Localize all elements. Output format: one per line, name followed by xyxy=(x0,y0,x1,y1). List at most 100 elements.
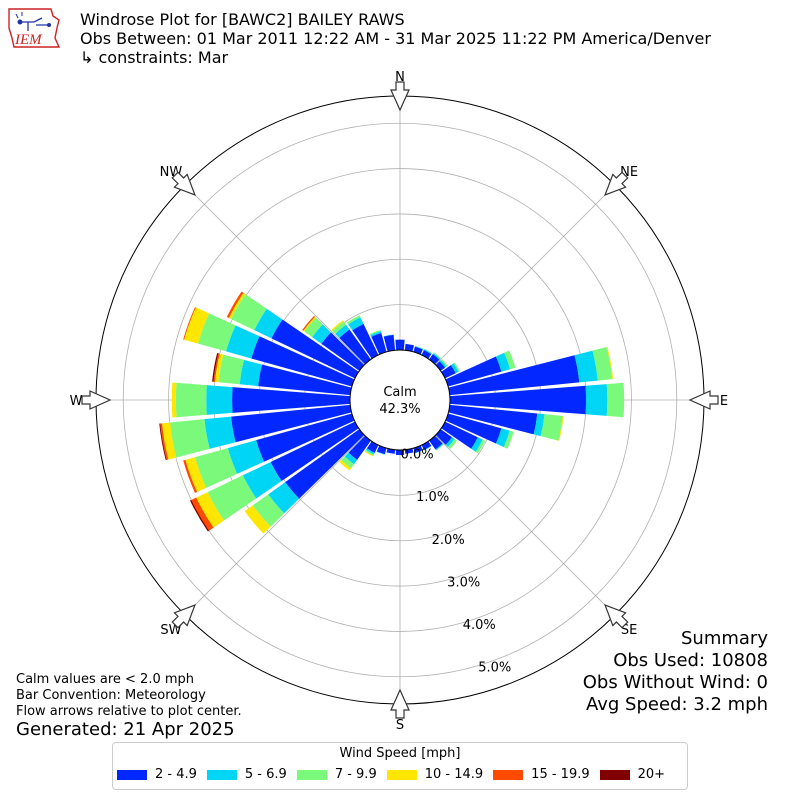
flow-note: Flow arrows relative to plot center. xyxy=(16,704,242,719)
rose-bar-280-bin4 xyxy=(214,353,224,383)
legend-swatch xyxy=(493,769,524,780)
rose-bar-350-bin1 xyxy=(383,334,396,352)
rose-bar-120-bin2 xyxy=(471,437,483,452)
rose-bar-350-bin2 xyxy=(383,334,394,337)
rose-bar-240-bin6 xyxy=(190,499,210,532)
rose-bar-250-bin3 xyxy=(195,448,238,488)
direction-label-se: SE xyxy=(621,623,637,638)
rose-bar-0-bin1 xyxy=(395,339,405,351)
rose-bar-260-bin2 xyxy=(204,416,236,449)
direction-label-e: E xyxy=(720,394,728,409)
rose-bar-230-bin3 xyxy=(252,494,285,527)
rose-bar-230-bin2 xyxy=(268,482,300,514)
rose-bar-280-bin2 xyxy=(239,359,262,387)
legend-swatch xyxy=(599,769,630,780)
rose-bar-180-bin1 xyxy=(395,449,405,455)
rose-bar-90-bin2 xyxy=(585,384,608,416)
logo-text: IEM xyxy=(14,32,43,48)
radial-tick-label: 5.0% xyxy=(478,661,511,676)
rose-bar-240-bin4 xyxy=(196,492,225,528)
rose-bar-340-bin1 xyxy=(371,333,387,355)
legend-swatch xyxy=(296,769,327,780)
rose-bar-290-bin3 xyxy=(198,313,236,352)
rose-bar-230-bin4 xyxy=(244,505,271,534)
legend: Wind Speed [mph] 2 - 4.9 5 - 6.9 7 - 9.9… xyxy=(112,742,688,790)
rose-bar-300-bin4 xyxy=(228,292,246,320)
rose-bar-340-bin3 xyxy=(369,329,381,336)
rose-bar-260-bin5 xyxy=(160,423,169,460)
legend-label: 7 - 9.9 xyxy=(334,767,377,782)
grid-spoke xyxy=(435,184,616,365)
rose-bar-20-bin2 xyxy=(414,346,424,350)
rose-bar-10-bin1 xyxy=(404,343,415,352)
summary-obs-used: Obs Used: 10808 xyxy=(613,650,768,671)
rose-bar-270-bin4 xyxy=(171,382,177,418)
rose-bar-250-bin5 xyxy=(183,459,198,493)
notes: Calm values are < 2.0 mph Bar Convention… xyxy=(16,672,242,720)
rose-bar-150-bin2 xyxy=(423,445,432,451)
rose-bar-160-bin2 xyxy=(414,450,423,454)
rose-bar-220-bin2 xyxy=(344,452,358,465)
rose-bar-210-bin4 xyxy=(364,450,374,457)
calm-label: Calm xyxy=(383,385,416,400)
rose-bar-300-bin5 xyxy=(226,291,244,319)
rose-bar-330-bin3 xyxy=(346,315,361,325)
rose-bar-50-bin1 xyxy=(435,361,446,371)
rose-bar-280-bin6 xyxy=(212,353,219,382)
rose-bar-30-bin3 xyxy=(424,348,433,354)
rose-bar-320-bin1 xyxy=(339,329,371,365)
direction-label-n: N xyxy=(395,70,405,85)
rose-bar-320-bin2 xyxy=(335,324,350,339)
rose-bar-250-bin2 xyxy=(227,440,265,474)
rose-bar-110-bin1 xyxy=(445,413,502,444)
summary-box: Summary Obs Used: 10808 Obs Without Wind… xyxy=(583,628,768,716)
rose-bar-30-bin2 xyxy=(423,349,432,355)
header: Windrose Plot for [BAWC2] BAILEY RAWS Ob… xyxy=(80,10,711,67)
legend-item: 10 - 14.9 xyxy=(386,767,483,782)
rose-bar-310-bin5 xyxy=(302,315,316,331)
rose-bar-320-bin4 xyxy=(331,320,344,331)
flow-arrow-e xyxy=(688,390,719,410)
rose-bar-140-bin3 xyxy=(435,444,444,451)
rose-bar-310-bin4 xyxy=(303,316,316,332)
rose-bar-240-bin2 xyxy=(242,461,282,499)
rose-bar-320-bin3 xyxy=(332,321,347,334)
flow-arrow-w xyxy=(81,390,112,410)
rose-bar-340-bin2 xyxy=(370,331,382,337)
rose-bar-290-bin2 xyxy=(226,325,260,359)
rose-bar-80-bin1 xyxy=(448,355,580,396)
summary-title: Summary xyxy=(681,628,768,649)
rose-bar-70-bin1 xyxy=(445,356,502,387)
rose-bar-100-bin4 xyxy=(558,415,564,441)
rose-bar-240-bin3 xyxy=(207,475,257,521)
rose-bar-140-bin1 xyxy=(429,435,443,450)
rose-bar-220-bin1 xyxy=(348,435,371,460)
rose-bar-260-bin6 xyxy=(159,423,167,461)
rose-bar-70-bin3 xyxy=(504,350,516,370)
legend-swatch xyxy=(386,769,417,780)
flow-arrow-s xyxy=(390,688,410,719)
legend-title: Wind Speed [mph] xyxy=(339,746,461,761)
rose-bar-250-bin1 xyxy=(256,413,355,462)
rose-bar-90-bin1 xyxy=(449,385,587,415)
generated-date: Generated: 21 Apr 2025 xyxy=(16,719,235,740)
flow-arrow-sw xyxy=(171,604,196,629)
rose-bar-260-bin4 xyxy=(162,422,177,460)
rose-bar-210-bin2 xyxy=(365,448,375,455)
rose-bar-80-bin2 xyxy=(574,350,598,383)
rose-bar-240-bin1 xyxy=(270,421,359,482)
rose-bar-60-bin2 xyxy=(450,363,459,374)
rose-bar-290-bin1 xyxy=(251,336,355,387)
rose-bar-100-bin1 xyxy=(448,404,538,435)
rose-bar-60-bin3 xyxy=(453,362,460,372)
direction-label-w: W xyxy=(70,394,83,409)
radial-tick-label: 2.0% xyxy=(432,533,465,548)
rose-bar-280-bin3 xyxy=(218,354,244,385)
rose-bar-290-bin5 xyxy=(183,307,196,340)
summary-avg-speed: Avg Speed: 3.2 mph xyxy=(586,694,768,715)
iem-logo: IEM xyxy=(6,6,62,50)
legend-item: 5 - 6.9 xyxy=(206,767,287,782)
constraints-label: ↳ constraints: Mar xyxy=(80,48,229,67)
rose-bar-60-bin1 xyxy=(441,365,456,379)
rose-bar-330-bin2 xyxy=(348,317,364,331)
